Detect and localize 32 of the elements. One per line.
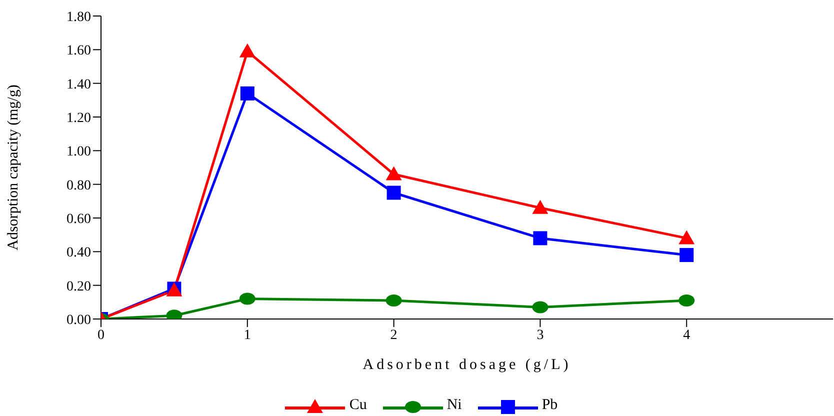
y-tick-label: 1.80 xyxy=(66,10,91,25)
point xyxy=(239,43,256,58)
y-axis-title: Adsorption capacity (mg/g) xyxy=(5,84,22,250)
point xyxy=(240,86,254,100)
point xyxy=(386,186,401,200)
y-tick-label: 1.60 xyxy=(66,44,91,59)
point xyxy=(386,166,402,180)
point xyxy=(533,231,548,246)
y-tick-label: 0.80 xyxy=(66,178,91,194)
x-tick-label: 4 xyxy=(683,328,690,343)
point xyxy=(239,292,256,305)
point xyxy=(532,301,548,314)
y-tick-label: 0.20 xyxy=(66,279,91,294)
legend-label: Ni xyxy=(446,397,462,414)
x-tick-label: 2 xyxy=(390,328,398,343)
legend-label: Cu xyxy=(349,397,367,414)
y-tick-label: 0.40 xyxy=(66,246,91,261)
y-tick-label: 1.40 xyxy=(66,77,91,92)
y-tick-label: 1.00 xyxy=(66,144,91,160)
y-tick-label: 1.20 xyxy=(66,110,91,126)
point xyxy=(532,200,548,214)
point xyxy=(386,294,402,306)
point xyxy=(678,230,695,244)
point xyxy=(680,248,694,262)
x-axis-title: Adsorbent dosage (g/L) xyxy=(362,357,572,373)
x-tick-label: 3 xyxy=(536,328,544,343)
point xyxy=(678,294,695,306)
y-tick-label: 0.00 xyxy=(66,312,91,328)
y-tick-label: 0.60 xyxy=(66,212,91,227)
x-tick-label: 0 xyxy=(98,328,104,343)
legend-label: Pb xyxy=(542,397,558,414)
x-tick-label: 1 xyxy=(244,328,251,343)
